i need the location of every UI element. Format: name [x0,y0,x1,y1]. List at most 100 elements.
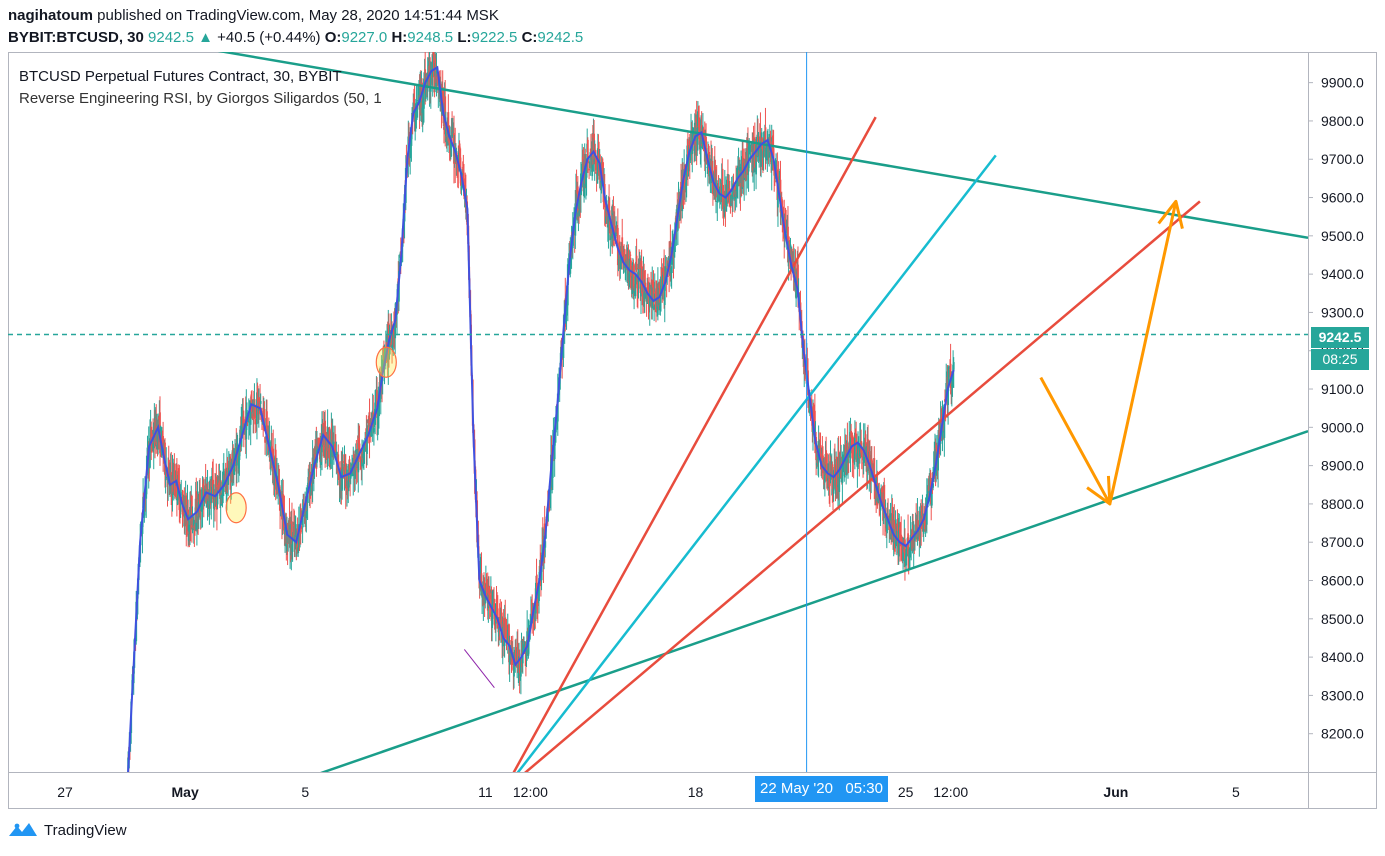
candle-body [833,464,836,480]
candle-body [818,445,821,455]
candle-body [208,489,211,516]
candle-body [847,452,849,463]
candle-body [927,486,930,492]
candle-body [820,460,823,462]
candle-body [366,429,368,454]
candle-body [480,573,483,592]
candle-body [877,497,880,504]
candle-body [578,194,581,216]
candle-body [702,129,705,135]
y-tick-label: 9100.0 [1321,381,1364,397]
candle-body [349,479,352,483]
candle-body [523,644,525,649]
price-axis[interactable]: 8200.0 8300.0 8400.0 8500.0 8600.0 8700.0 8800… [1308,75,1364,742]
candle-body [344,474,347,489]
candle-body [705,136,707,154]
candle-body [670,266,673,269]
candle-body [902,544,904,562]
candle-body [541,537,544,539]
candle-body [508,649,511,665]
candle-body [280,493,283,496]
candle-body [636,284,639,288]
candle-body [176,498,179,505]
x-tick-label: 18 [688,784,704,800]
candle-body [491,610,494,629]
candle-body [716,200,719,202]
candle-body [149,438,151,468]
candle-body [952,362,955,370]
candle-body [732,183,734,200]
candle-body [344,466,347,471]
candle-body [715,184,718,198]
candle-body [917,520,919,527]
candle-body [883,484,886,510]
candle-body [177,468,180,485]
candle-body [930,485,933,506]
candle-body [535,576,538,582]
candle-body [216,487,219,505]
candle-body [606,211,609,224]
candle-body [627,250,630,282]
candle-body [249,400,252,425]
candle-body [922,520,925,534]
candle-body [551,472,554,488]
candle-body [660,276,662,296]
candle-body [200,503,203,511]
candle-body [181,502,184,515]
candle-body [870,458,873,463]
candle-body [687,155,690,172]
candle-body [297,524,300,547]
candle-body [597,153,600,161]
symbol-label: BYBIT:BTCUSD, 30 [8,29,144,46]
candle-body [429,74,432,92]
candle-body [885,519,888,532]
candle-body [524,656,527,664]
x-tick-label: 27 [57,784,73,800]
x-tick-label: 12:00 [933,784,968,800]
x-tick-label: 11 [478,784,493,800]
candle-body [838,476,841,493]
candle-body [259,401,262,404]
candle-body [217,485,220,491]
candle-body [157,419,160,450]
candle-body [367,419,370,424]
candle-body [731,201,734,203]
candle-body [771,141,774,148]
candle-body [795,279,798,299]
candle-body [413,97,415,103]
candle-body [927,488,929,497]
candle-body [609,235,612,240]
candle-body [203,500,206,502]
candle-body [705,161,708,163]
candle-body [613,225,616,237]
time-axis[interactable]: 27 May 5 11 12:00 18 25 12:00 Jun 5 [57,784,1240,800]
trendlines[interactable] [158,41,1308,830]
candle-body [951,376,954,386]
candle-body [812,406,815,416]
projection-line [463,649,495,689]
candle-body [300,526,303,529]
candle-body [748,144,751,150]
candle-body [492,596,495,598]
candle-body [841,464,844,484]
candle-body [202,488,205,502]
candle-body [506,629,509,642]
trendline-green-1 [320,429,1308,772]
candle-body [595,171,598,174]
candle-body [373,427,375,433]
candle-body [862,462,864,464]
candle-body [939,443,941,449]
author-name[interactable]: nagihatoum [8,7,93,24]
candle-body [730,195,732,206]
candle-body [424,84,427,99]
candle-body [721,178,724,184]
candle-body [409,137,412,159]
candle-body [358,443,361,455]
candle-body [385,341,388,348]
footer-brand[interactable]: TradingView [8,821,127,839]
candle-body [853,459,856,461]
candle-body [897,530,900,557]
candle-body [192,519,195,531]
candle-body [852,457,855,462]
